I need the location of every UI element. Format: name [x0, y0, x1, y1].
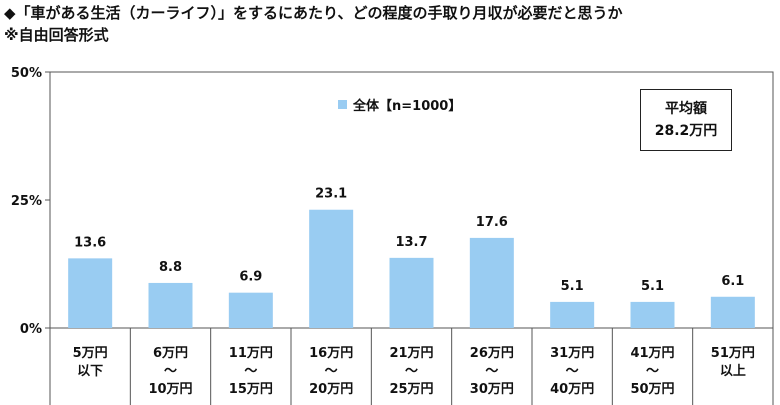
data-label: 8.8: [159, 260, 182, 275]
x-tick-label: 5万円 以下: [72, 346, 108, 379]
bar: [228, 292, 273, 328]
x-tick-label: 26万円 ～ 30万円: [469, 346, 514, 397]
bar: [68, 258, 113, 328]
bar: [469, 237, 514, 328]
legend-swatch: [338, 100, 347, 109]
x-tick-label: 11万円 ～ 15万円: [228, 346, 273, 397]
x-tick-label: 6万円 ～ 10万円: [148, 346, 193, 397]
bar: [389, 257, 434, 328]
average-label: 平均額: [665, 101, 707, 117]
data-label: 23.1: [315, 187, 347, 202]
data-label: 5.1: [641, 279, 664, 294]
bar: [550, 301, 595, 328]
average-value: 28.2万円: [654, 123, 718, 139]
x-tick-label: 31万円 ～ 40万円: [550, 346, 595, 397]
bar: [148, 282, 193, 328]
data-label: 13.7: [395, 235, 427, 250]
x-tick-label: 16万円 ～ 20万円: [309, 346, 354, 397]
data-label: 17.6: [476, 215, 508, 230]
legend-label: 全体【n=1000】: [353, 99, 462, 114]
data-label: 13.6: [74, 235, 106, 250]
y-tick-label: 50%: [11, 66, 42, 81]
data-label: 6.1: [721, 274, 744, 289]
bar: [710, 296, 755, 328]
x-tick-label: 21万円 ～ 25万円: [389, 346, 434, 397]
title-line-1: ◆「車がある生活（カーライフ）」をするにあたり、どの程度の手取り月収が必要だと思…: [4, 4, 623, 22]
x-tick-label: 51万円 以上: [710, 346, 755, 379]
data-label: 5.1: [561, 279, 584, 294]
data-label: 6.9: [239, 270, 262, 285]
x-tick-label: 41万円 ～ 50万円: [630, 346, 675, 397]
bar: [630, 301, 675, 328]
y-tick-label: 0%: [20, 322, 42, 337]
bar: [309, 209, 354, 328]
chart-title: ◆「車がある生活（カーライフ）」をするにあたり、どの程度の手取り月収が必要だと思…: [4, 2, 622, 46]
legend: 全体【n=1000】: [338, 95, 461, 114]
y-tick-label: 25%: [11, 194, 42, 209]
average-box: 平均額 28.2万円: [640, 89, 732, 151]
title-line-2: ※自由回答形式: [4, 26, 109, 44]
